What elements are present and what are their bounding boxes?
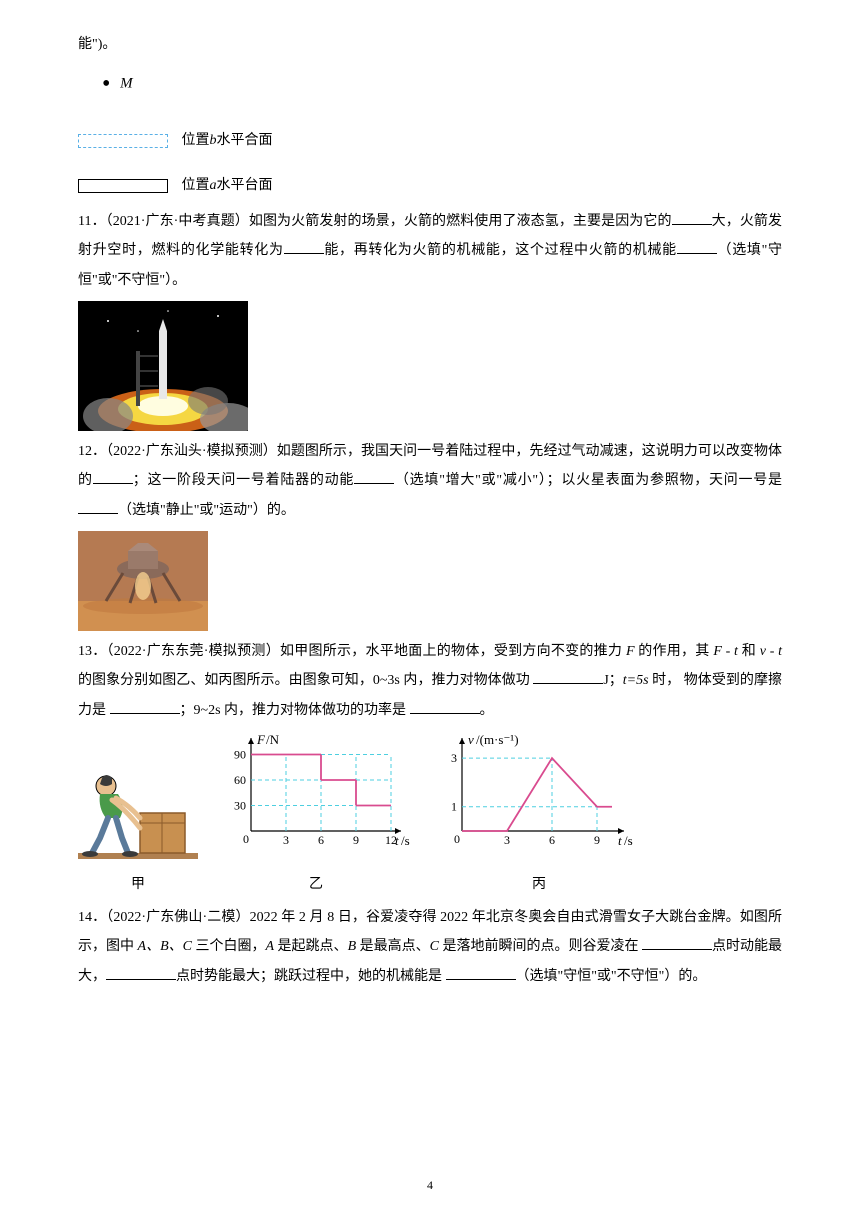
position-a-label: 位置a水平台面 xyxy=(182,178,273,193)
q13-text-1: 13．（2022·广东东莞·模拟预测）如甲图所示，水平地面上的物体，受到方向不变… xyxy=(78,644,626,659)
caption-bing: 丙 xyxy=(434,870,644,899)
q12-text-3: （选填"增大"或"减小"）；以火星表面为参照物，天问一号是 xyxy=(394,473,782,488)
position-b-row: 位置b水平合面 xyxy=(78,126,782,155)
q11-blank-3[interactable] xyxy=(677,239,717,254)
q13-text-3: 和 xyxy=(738,644,760,659)
q12-text-2: ；这一阶段天问一号着陆器的动能 xyxy=(133,473,354,488)
prev-question-tail: 能")。 xyxy=(78,30,782,59)
svg-text:0: 0 xyxy=(243,832,249,846)
svg-text:1: 1 xyxy=(451,800,457,814)
point-m-label: M xyxy=(120,76,133,92)
q14-text-8: （选填"守恒"或"不守恒"）的。 xyxy=(516,969,707,984)
chart-yi-wrapper: F/Nt/s030609036912 乙 xyxy=(216,731,416,899)
q11-text-3: 能，再转化为火箭的机械能，这个过程中火箭的机械能 xyxy=(324,243,677,258)
svg-text:3: 3 xyxy=(283,833,289,847)
question-11: 11．（2021·广东·中考真题）如图为火箭发射的场景，火箭的燃料使用了液态氢，… xyxy=(78,207,782,295)
q13-blank-1[interactable] xyxy=(533,669,603,684)
chart-yi: F/Nt/s030609036912 xyxy=(216,731,416,856)
q11-blank-1[interactable] xyxy=(672,209,712,224)
svg-text:/s: /s xyxy=(624,833,633,848)
q12-blank-1[interactable] xyxy=(93,469,133,484)
q13-t5s: t=5s xyxy=(623,673,649,688)
caption-yi: 乙 xyxy=(216,870,416,899)
svg-text:/s: /s xyxy=(401,833,410,848)
q13-text-7: ；9~2s 内，推力对物体做功的功率是 xyxy=(180,703,410,718)
svg-text:12: 12 xyxy=(385,833,397,847)
charts-row: 甲 F/Nt/s030609036912 乙 v/(m·s⁻¹)t/s01336… xyxy=(78,731,782,899)
q14-blank-1[interactable] xyxy=(642,935,712,950)
mars-lander-image xyxy=(78,531,208,631)
q11-text-1: 11．（2021·广东·中考真题）如图为火箭发射的场景，火箭的燃料使用了液态氢，… xyxy=(78,214,672,229)
q14-text-2: 三个白圈， xyxy=(192,939,266,954)
svg-text:30: 30 xyxy=(234,799,246,813)
q12-blank-2[interactable] xyxy=(354,469,394,484)
q13-text-5: J； xyxy=(603,673,622,688)
q14-text-5: 是落地前瞬间的点。则谷爱凌在 xyxy=(439,939,642,954)
q14-text-3: 是起跳点、 xyxy=(274,939,348,954)
svg-text:9: 9 xyxy=(353,833,359,847)
q14-B: B xyxy=(348,939,357,954)
svg-text:9: 9 xyxy=(594,833,600,847)
q14-ABC: A、B、C xyxy=(138,939,192,954)
svg-text:60: 60 xyxy=(234,773,246,787)
svg-text:F: F xyxy=(256,732,266,747)
q11-blank-2[interactable] xyxy=(284,239,324,254)
svg-text:/(m·s⁻¹): /(m·s⁻¹) xyxy=(476,732,519,747)
page-number: 4 xyxy=(0,1173,860,1198)
q14-A: A xyxy=(265,939,274,954)
q13-vt: v - t xyxy=(760,644,782,659)
q13-text-4: 的图象分别如图乙、如丙图所示。由图象可知，0~3s 内，推力对物体做功 xyxy=(78,673,533,688)
svg-text:90: 90 xyxy=(234,748,246,762)
svg-text:6: 6 xyxy=(549,833,555,847)
q13-blank-3[interactable] xyxy=(410,698,480,713)
bullet-dot: • xyxy=(102,71,110,97)
q12-text-4: （选填"静止"或"运动"）的。 xyxy=(118,503,295,518)
q14-blank-3[interactable] xyxy=(446,964,516,979)
svg-text:6: 6 xyxy=(318,833,324,847)
position-a-row: 位置a水平台面 xyxy=(78,171,782,200)
q13-text-2: 的作用，其 xyxy=(635,644,714,659)
q12-blank-3[interactable] xyxy=(78,498,118,513)
q14-text-7: 点时势能最大；跳跃过程中，她的机械能是 xyxy=(176,969,446,984)
q13-Ft: F - t xyxy=(713,644,738,659)
chart-bing-wrapper: v/(m·s⁻¹) t/s 0 1 3 3 6 9 丙 xyxy=(434,731,644,899)
svg-text:0: 0 xyxy=(454,832,460,846)
svg-text:3: 3 xyxy=(451,751,457,765)
figure-jia xyxy=(78,758,198,868)
svg-text:v: v xyxy=(468,732,474,747)
rocket-launch-image xyxy=(78,301,248,431)
question-13: 13．（2022·广东东莞·模拟预测）如甲图所示，水平地面上的物体，受到方向不变… xyxy=(78,637,782,725)
q14-blank-2[interactable] xyxy=(106,964,176,979)
caption-jia: 甲 xyxy=(78,870,198,899)
question-12: 12．（2022·广东汕头·模拟预测）如题图所示，我国天问一号着陆过程中，先经过… xyxy=(78,437,782,525)
position-b-label: 位置b水平合面 xyxy=(182,133,273,148)
q13-blank-2[interactable] xyxy=(110,698,180,713)
svg-text:3: 3 xyxy=(504,833,510,847)
point-m-row: • M xyxy=(102,59,782,109)
chart-bing: v/(m·s⁻¹) t/s 0 1 3 3 6 9 xyxy=(434,731,644,856)
q13-text-8: 。 xyxy=(480,703,494,718)
q14-C: C xyxy=(430,939,439,954)
dotted-box-b xyxy=(78,134,168,148)
svg-text:t: t xyxy=(618,833,622,848)
figure-jia-wrapper: 甲 xyxy=(78,758,198,899)
q13-F: F xyxy=(626,644,635,659)
q14-text-4: 是最高点、 xyxy=(356,939,430,954)
svg-text:/N: /N xyxy=(266,732,280,747)
question-14: 14．（2022·广东佛山·二模）2022 年 2 月 8 日，谷爱凌夺得 20… xyxy=(78,903,782,991)
solid-box-a xyxy=(78,179,168,193)
